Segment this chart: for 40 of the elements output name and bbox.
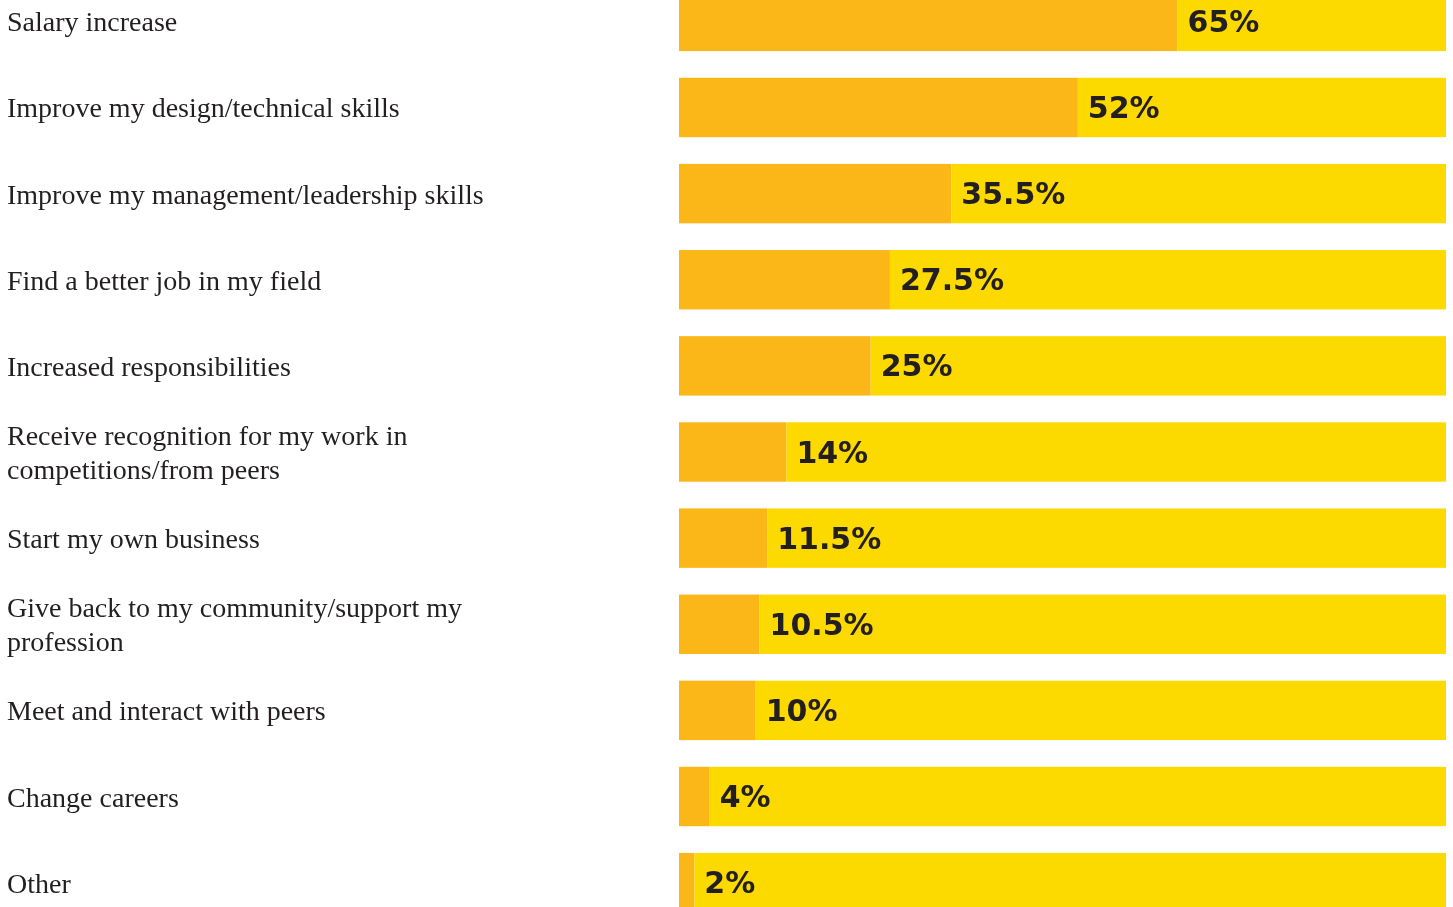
data-label: 4% [719, 779, 771, 815]
bar [679, 336, 871, 396]
bar [679, 594, 760, 654]
data-label: 25% [880, 348, 953, 384]
y-tick-label: Receive recognition for my work in competitions/from peers [7, 419, 408, 485]
data-label: 11.5% [777, 520, 882, 556]
y-tick-label: Start my own business [7, 522, 260, 554]
y-tick-label: Find a better job in my field [7, 264, 322, 296]
y-tick-label: Give back to my community/support my profession [7, 591, 462, 657]
y-tick-label: Meet and interact with peers [7, 694, 326, 726]
bar [755, 680, 1446, 741]
data-label: 35.5% [961, 176, 1066, 212]
bar [679, 422, 787, 482]
bar [709, 766, 1446, 827]
bar [679, 77, 1078, 138]
bar [889, 250, 1446, 310]
y-tick-label: Increased responsibilities [7, 350, 291, 382]
data-label: 10.5% [769, 606, 874, 642]
bar [870, 336, 1446, 396]
bar [1077, 77, 1446, 138]
bar [679, 766, 710, 827]
bar [679, 250, 890, 310]
y-tick-label: Improve my design/technical skills [7, 91, 400, 123]
data-label: 52% [1087, 89, 1160, 125]
y-tick-label: Other [7, 867, 72, 899]
bar [951, 163, 1446, 224]
bar [767, 508, 1446, 568]
bar [786, 422, 1446, 482]
data-label: 65% [1187, 3, 1260, 39]
data-label: 2% [704, 865, 756, 901]
bar [759, 594, 1446, 654]
bar [679, 163, 952, 224]
y-tick-label: Change careers [7, 781, 179, 813]
y-tick-label: Salary increase [7, 5, 178, 37]
y-tick-label: Improve my management/leadership skills [7, 178, 484, 210]
bar [679, 680, 756, 741]
data-label: 14% [796, 434, 869, 470]
data-label: 10% [765, 692, 838, 728]
bar [679, 508, 768, 568]
data-label: 27.5% [899, 262, 1004, 298]
